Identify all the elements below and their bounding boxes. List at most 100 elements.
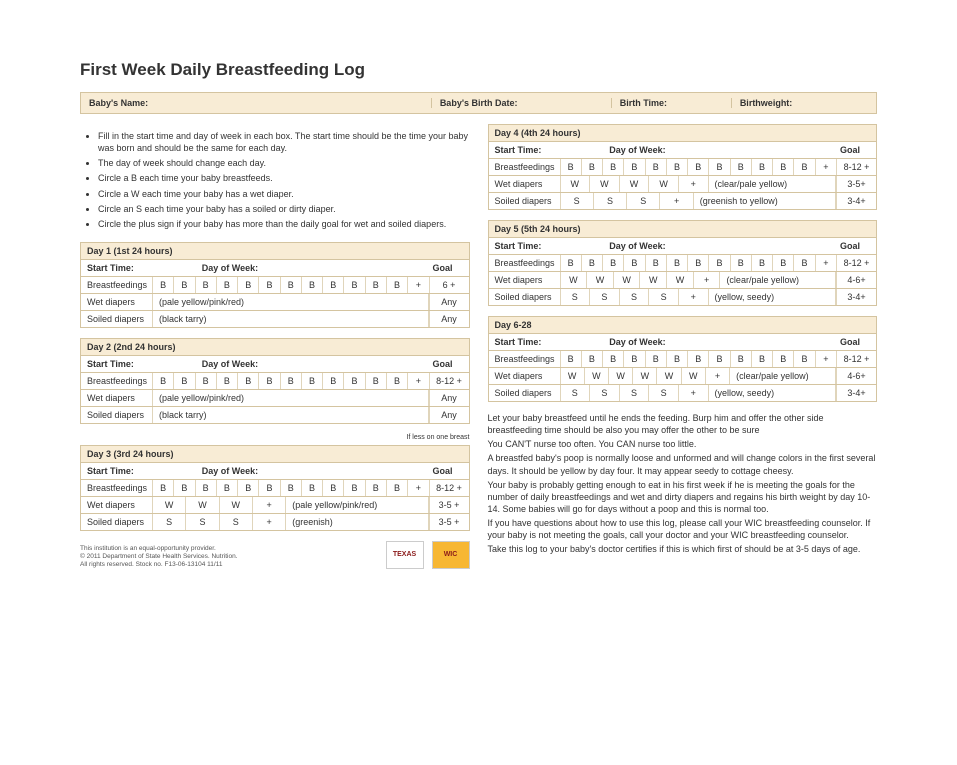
tracking-cell: B (731, 255, 752, 271)
day-of-week-label: Day of Week: (609, 241, 830, 251)
tracking-cell: B (646, 255, 667, 271)
soiled-goal: 3-5 + (429, 514, 469, 530)
tracking-cell: B (582, 159, 603, 175)
day2-bf-row: Breastfeedings BBBBBBBBBBBB+ 8-12 + (80, 373, 470, 390)
bf-cells: BBBBBBBBBBBB+ (153, 480, 429, 496)
tracking-cell: B (259, 480, 280, 496)
tracking-cell: B (217, 277, 238, 293)
tracking-cell: B (344, 480, 365, 496)
day3-footnote: If less on one breast (80, 434, 470, 441)
bottom-para: Your baby is probably getting enough to … (488, 479, 878, 515)
soiled-cells: SSSS+(yellow, seedy) (561, 385, 837, 401)
day-of-week-label: Day of Week: (609, 337, 830, 347)
bf-goal: 8-12 + (836, 255, 876, 271)
tracking-cell: B (667, 351, 688, 367)
soiled-note: (black tarry) (153, 407, 429, 423)
tracking-cell: B (196, 480, 217, 496)
tracking-cell: W (186, 497, 219, 513)
day1-bf-row: Breastfeedings BBBBBBBBBBBB+ 6 + (80, 277, 470, 294)
tracking-cell: B (238, 373, 259, 389)
tracking-cell: W (620, 176, 650, 192)
label-birth-time: Birth Time: (611, 98, 731, 108)
soiled-cells: SSSS+(yellow, seedy) (561, 289, 837, 305)
day4-soiled-row: Soiled diapers SSS+(greenish to yellow) … (488, 193, 878, 210)
tracking-cell: B (281, 277, 302, 293)
tracking-cell: B (688, 159, 709, 175)
tracking-cell: + (816, 351, 836, 367)
tracking-cell: + (706, 368, 730, 384)
right-column: Day 4 (4th 24 hours) Start Time: Day of … (488, 124, 878, 569)
bf-goal: 8-12 + (836, 351, 876, 367)
instruction-item: Circle a W each time your baby has a wet… (98, 188, 470, 200)
day2-wet-row: Wet diapers (pale yellow/pink/red) Any (80, 390, 470, 407)
wet-label: Wet diapers (81, 497, 153, 513)
tracking-cell: S (649, 385, 679, 401)
day5-wet-row: Wet diapers WWWWW+(clear/pale yellow) 4-… (488, 272, 878, 289)
tracking-cell: B (259, 277, 280, 293)
tracking-cell: B (561, 351, 582, 367)
tracking-cell: B (153, 373, 174, 389)
day1-soiled-row: Soiled diapers (black tarry) Any (80, 311, 470, 328)
tracking-cell: + (679, 289, 709, 305)
wet-label: Wet diapers (489, 176, 561, 192)
tracking-cell: B (794, 255, 815, 271)
soiled-label: Soiled diapers (81, 514, 153, 530)
day2-soiled-row: Soiled diapers (black tarry) Any (80, 407, 470, 424)
wet-goal: 4-6+ (836, 368, 876, 384)
tracking-cell: B (582, 255, 603, 271)
bf-goal: 6 + (429, 277, 469, 293)
wet-cells: WWW+(pale yellow/pink/red) (153, 497, 429, 513)
bf-cells: BBBBBBBBBBBB+ (561, 159, 837, 175)
goal-label: Goal (423, 263, 463, 273)
bf-label: Breastfeedings (489, 159, 561, 175)
day2-subheader: Start Time: Day of Week: Goal (80, 356, 470, 373)
bf-cells: BBBBBBBBBBBB+ (561, 255, 837, 271)
tracking-cell: S (220, 514, 253, 530)
tracking-cell: + (253, 514, 286, 530)
tracking-cell: B (603, 159, 624, 175)
day2-block: Day 2 (2nd 24 hours) Start Time: Day of … (80, 338, 470, 424)
day-of-week-label: Day of Week: (202, 466, 423, 476)
tracking-cell: + (694, 272, 721, 288)
tracking-cell: B (323, 277, 344, 293)
tracking-cell: B (773, 351, 794, 367)
tracking-cell: S (186, 514, 219, 530)
wet-goal: 3-5 + (429, 497, 469, 513)
tracking-cell: B (217, 480, 238, 496)
tracking-cell: B (773, 159, 794, 175)
label-birthweight: Birthweight: (731, 98, 868, 108)
soiled-note: (black tarry) (153, 311, 429, 327)
wet-goal: Any (429, 390, 469, 406)
tracking-cell: B (174, 480, 195, 496)
bf-label: Breastfeedings (81, 373, 153, 389)
tracking-cell: B (624, 351, 645, 367)
instruction-item: Circle a B each time your baby breastfee… (98, 172, 470, 184)
bottom-para: You CAN'T nurse too often. You CAN nurse… (488, 438, 878, 450)
wet-goal: 4-6+ (836, 272, 876, 288)
goal-label: Goal (830, 145, 870, 155)
wet-note: (pale yellow/pink/red) (153, 294, 429, 310)
tracking-cell: + (408, 480, 428, 496)
tracking-cell: S (590, 289, 620, 305)
tracking-cell: B (366, 277, 387, 293)
start-time-label: Start Time: (87, 263, 202, 273)
tracking-cell: B (196, 373, 217, 389)
tracking-cell: S (590, 385, 620, 401)
tracking-cell: B (281, 480, 302, 496)
day4-block: Day 4 (4th 24 hours) Start Time: Day of … (488, 124, 878, 210)
day3-soiled-row: Soiled diapers SSS+(greenish) 3-5 + (80, 514, 470, 531)
tracking-note: (clear/pale yellow) (730, 368, 836, 384)
bf-cells: BBBBBBBBBBBB+ (153, 373, 429, 389)
tracking-cell: S (620, 289, 650, 305)
tracking-cell: S (561, 193, 594, 209)
tracking-cell: W (590, 176, 620, 192)
tracking-cell: B (323, 480, 344, 496)
bottom-text: Let your baby breastfeed until he ends t… (488, 412, 878, 556)
wet-cells: WWWWW+(clear/pale yellow) (561, 272, 837, 288)
day5-soiled-row: Soiled diapers SSSS+(yellow, seedy) 3-4+ (488, 289, 878, 306)
tracking-cell: B (731, 159, 752, 175)
tracking-cell: B (153, 277, 174, 293)
bottom-para: Take this log to your baby's doctor cert… (488, 543, 878, 555)
day4-wet-row: Wet diapers WWWW+(clear/pale yellow) 3-5… (488, 176, 878, 193)
tracking-cell: S (561, 289, 591, 305)
